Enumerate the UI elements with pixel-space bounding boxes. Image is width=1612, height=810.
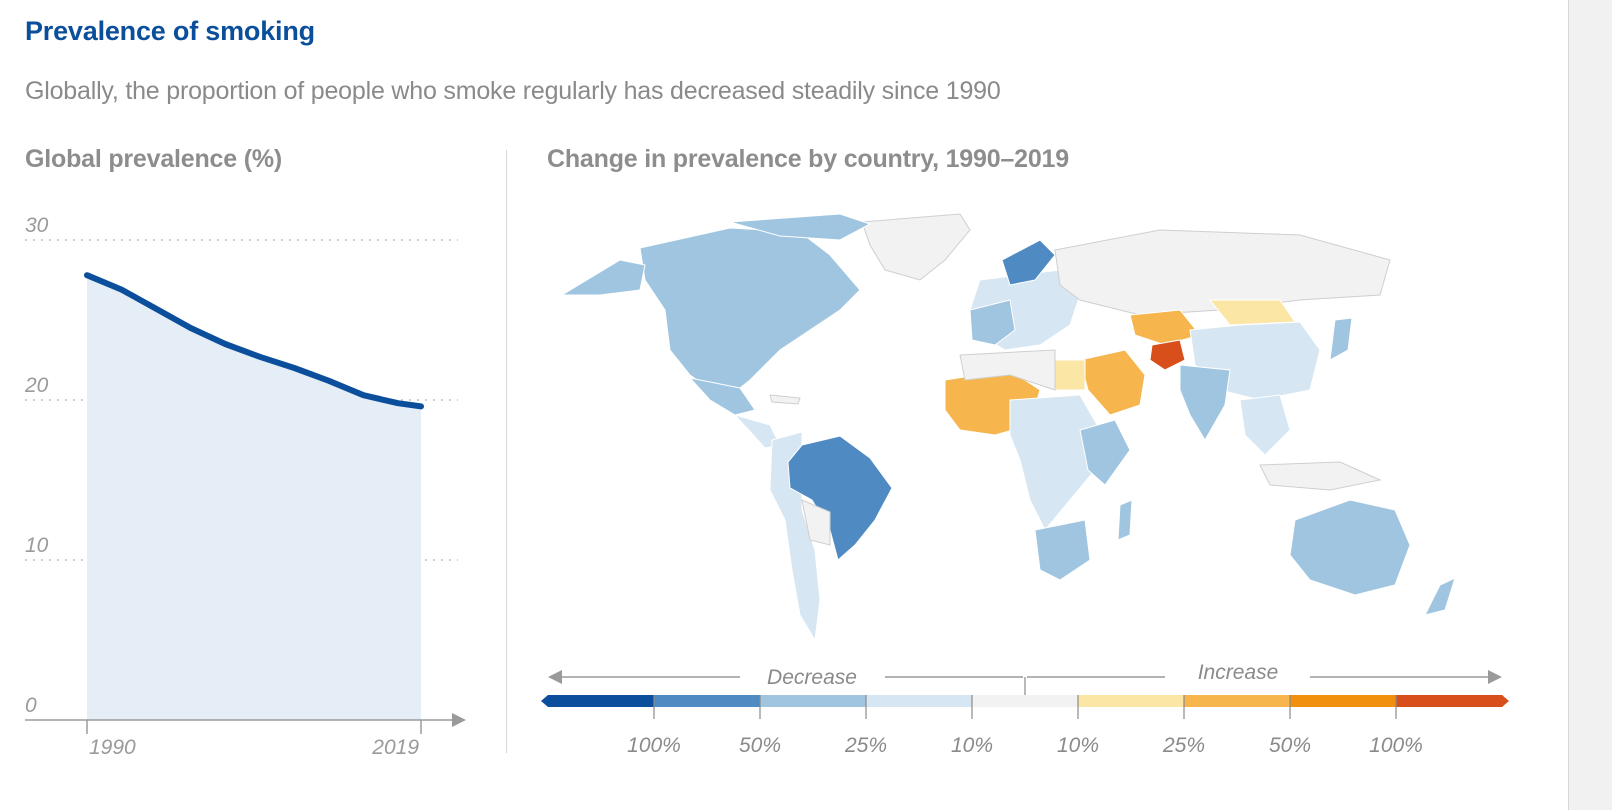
legend-swatch-strong-increase <box>1396 695 1503 707</box>
indonesia <box>1259 461 1382 491</box>
afghanistan <box>1149 339 1186 371</box>
panel-divider <box>506 150 507 753</box>
legend-swatch-mild-decrease <box>760 695 867 707</box>
bolivia-paraguay <box>801 499 831 546</box>
page-title: Prevalence of smoking <box>25 16 315 46</box>
increase-label: Increase <box>1198 661 1279 684</box>
egypt <box>1054 359 1086 391</box>
x-axis-arrow <box>452 713 466 727</box>
legend-swatch-decrease <box>654 695 761 707</box>
global-prevalence-title: Global prevalence (%) <box>25 145 282 173</box>
map-legend: 100% 50% 25% 10% 10% 25% 50% 100% Decrease Increa… <box>541 661 1509 757</box>
legend-swatch-mild-increase <box>1184 695 1291 707</box>
madagascar <box>1117 499 1133 541</box>
caribbean <box>769 394 801 405</box>
australia <box>1289 499 1411 596</box>
east-africa <box>1079 419 1131 486</box>
southeast-asia <box>1239 394 1291 456</box>
page: Prevalence of smoking Globally, the prop… <box>24 16 1509 759</box>
russia <box>1054 229 1391 316</box>
x-tick-label: 1990 <box>89 736 136 759</box>
legend-tick-label: 50% <box>739 734 781 757</box>
map-title: Change in prevalence by country, 1990–20… <box>547 145 1069 173</box>
mexico <box>688 377 756 416</box>
kazakhstan-central-asia <box>1129 309 1201 346</box>
y-tick-label: 0 <box>25 694 37 717</box>
prevalence-area <box>87 275 421 720</box>
legend-tick-label: 10% <box>1057 734 1099 757</box>
legend-left-tip <box>541 695 548 707</box>
decrease-label: Decrease <box>767 666 857 689</box>
japan <box>1329 317 1353 361</box>
legend-swatch-no-change <box>972 695 1079 707</box>
mongolia <box>1208 299 1296 326</box>
prevalence-line <box>84 272 424 410</box>
y-tick-label: 10 <box>25 534 49 557</box>
legend-swatch-slight-increase <box>1078 695 1185 707</box>
x-tick-label: 2019 <box>371 736 419 759</box>
legend-swatch-strong-decrease <box>548 695 655 707</box>
legend-tick-label: 50% <box>1269 734 1311 757</box>
india <box>1179 364 1231 441</box>
greenland <box>861 213 971 281</box>
legend-right-tip <box>1502 695 1509 707</box>
alaska <box>560 259 646 296</box>
western-europe <box>969 299 1016 346</box>
increase-arrow-head <box>1488 670 1502 684</box>
middle-east <box>1079 349 1146 416</box>
y-tick-label: 30 <box>25 214 49 237</box>
legend-tick-label: 10% <box>951 734 993 757</box>
scandinavia <box>1001 239 1056 286</box>
legend-swatch-increase <box>1290 695 1397 707</box>
scrollbar-track[interactable] <box>1568 0 1612 810</box>
new-zealand <box>1424 577 1456 616</box>
legend-tick-label: 25% <box>1162 734 1205 757</box>
north-africa <box>959 349 1056 391</box>
global-prevalence-chart: 30 20 10 0 1990 2019 <box>24 214 466 759</box>
brazil <box>787 435 893 561</box>
page-subtitle: Globally, the proportion of people who s… <box>25 77 1001 105</box>
north-america <box>639 227 861 401</box>
decrease-arrow-head <box>548 670 562 684</box>
legend-swatch-slight-decrease <box>866 695 973 707</box>
legend-tick-label: 25% <box>844 734 887 757</box>
canada-islands <box>729 213 872 241</box>
world-choropleth-map <box>560 213 1456 642</box>
central-africa <box>1009 394 1101 531</box>
legend-tick-label: 100% <box>627 734 681 757</box>
southern-africa <box>1034 519 1091 581</box>
legend-tick-label: 100% <box>1369 734 1423 757</box>
y-tick-label: 20 <box>24 374 49 397</box>
